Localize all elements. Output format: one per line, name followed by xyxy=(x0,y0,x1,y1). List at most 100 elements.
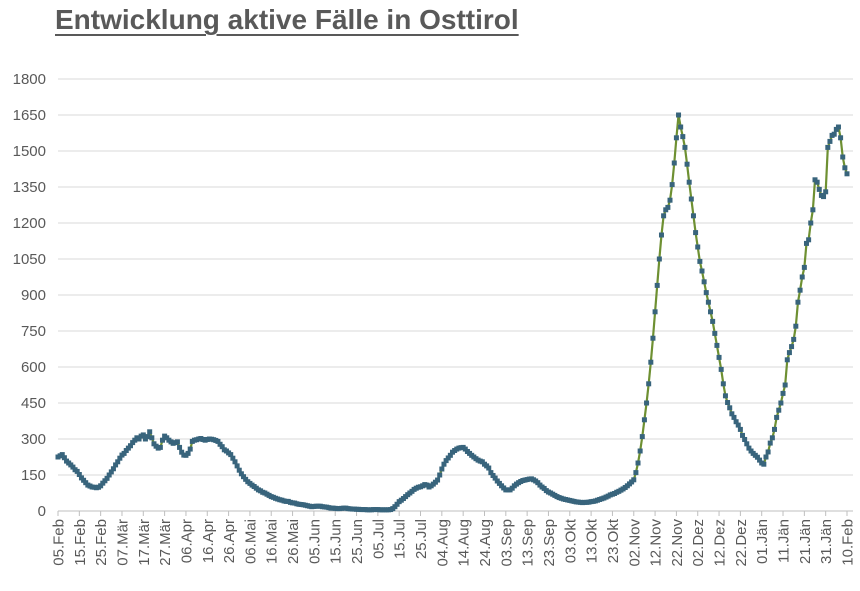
data-point-marker xyxy=(742,436,748,442)
data-point-marker xyxy=(733,419,739,425)
data-point-marker xyxy=(121,450,127,456)
data-point-marker xyxy=(778,400,784,406)
data-point-marker xyxy=(61,455,67,461)
data-point-marker xyxy=(816,186,822,192)
data-point-marker xyxy=(635,460,641,466)
data-point-marker xyxy=(705,299,711,305)
data-point-marker xyxy=(710,318,716,324)
data-point-marker xyxy=(654,282,660,288)
data-point-marker xyxy=(115,459,121,465)
data-point-marker xyxy=(445,455,451,461)
data-point-marker xyxy=(669,182,675,188)
data-point-marker xyxy=(782,382,788,388)
x-tick-label: 15.Jul xyxy=(392,519,409,559)
data-point-marker xyxy=(763,454,769,460)
data-point-marker xyxy=(641,417,647,423)
data-point-marker xyxy=(671,160,677,166)
data-point-marker xyxy=(185,450,191,456)
x-tick-label: 25.Feb xyxy=(93,519,110,566)
data-point-marker xyxy=(690,213,696,219)
x-tick-label: 01.Jän xyxy=(754,519,771,564)
data-point-marker xyxy=(835,124,841,130)
data-point-marker xyxy=(230,455,236,461)
y-tick-label: 1050 xyxy=(13,251,46,268)
data-point-marker xyxy=(228,452,234,458)
data-point-marker xyxy=(784,357,790,363)
data-point-marker xyxy=(652,309,658,315)
x-tick-label: 24.Aug xyxy=(477,519,494,567)
x-tick-label: 04.Aug xyxy=(434,519,451,567)
data-point-marker xyxy=(720,381,726,387)
data-point-marker xyxy=(823,189,829,195)
data-point-marker xyxy=(678,124,684,130)
x-tick-label: 15.Feb xyxy=(72,519,89,566)
data-point-marker xyxy=(688,196,694,202)
data-point-marker xyxy=(136,436,142,442)
data-point-marker xyxy=(232,459,238,465)
data-point-marker xyxy=(234,463,240,469)
data-point-marker xyxy=(757,457,763,463)
data-point-marker xyxy=(128,443,133,449)
data-point-marker xyxy=(842,165,848,171)
data-point-marker xyxy=(59,452,65,458)
data-point-marker xyxy=(174,439,180,445)
data-point-marker xyxy=(633,470,639,476)
data-point-marker xyxy=(439,466,445,472)
data-point-marker xyxy=(684,161,690,167)
data-point-marker xyxy=(644,400,650,406)
data-point-marker xyxy=(797,287,803,293)
data-point-marker xyxy=(761,461,767,467)
data-point-marker xyxy=(774,414,780,420)
data-point-marker xyxy=(631,477,637,483)
x-tick-label: 05.Jul xyxy=(370,519,387,559)
data-point-marker xyxy=(840,154,846,160)
data-point-marker xyxy=(667,197,673,203)
y-tick-label: 1200 xyxy=(13,215,46,232)
data-point-marker xyxy=(108,469,114,475)
data-point-marker xyxy=(791,336,797,342)
data-point-marker xyxy=(159,437,165,443)
data-point-marker xyxy=(789,344,795,350)
data-point-marker xyxy=(441,461,447,467)
x-tick-label: 25.Jul xyxy=(413,519,430,559)
data-point-marker xyxy=(179,449,185,455)
x-tick-label: 26.Apr xyxy=(221,519,238,563)
data-point-marker xyxy=(725,400,731,406)
x-tick-label: 23.Sep xyxy=(541,519,558,567)
data-point-marker xyxy=(716,354,722,360)
data-point-marker xyxy=(821,194,827,200)
y-tick-label: 300 xyxy=(21,431,46,448)
y-tick-label: 1650 xyxy=(13,107,46,124)
data-point-marker xyxy=(731,414,737,420)
data-point-marker xyxy=(140,432,146,438)
data-point-marker xyxy=(435,477,441,483)
data-point-marker xyxy=(746,445,752,451)
data-point-marker xyxy=(712,330,718,336)
data-point-marker xyxy=(106,472,112,478)
data-point-marker xyxy=(714,342,720,348)
data-point-marker xyxy=(810,207,816,213)
data-point-marker xyxy=(814,179,820,185)
data-point-marker xyxy=(686,179,692,185)
y-tick-label: 1350 xyxy=(13,179,46,196)
data-point-marker xyxy=(673,135,679,141)
x-tick-label: 17.Mär xyxy=(136,519,153,566)
y-tick-label: 750 xyxy=(21,323,46,340)
data-point-marker xyxy=(639,434,645,440)
data-point-marker xyxy=(838,135,844,141)
data-point-marker xyxy=(718,366,724,372)
data-point-marker xyxy=(729,411,735,417)
data-point-marker xyxy=(219,444,225,450)
y-tick-label: 900 xyxy=(21,287,46,304)
x-tick-label: 03.Okt xyxy=(562,518,579,563)
data-point-marker xyxy=(661,213,667,219)
data-point-marker xyxy=(737,426,743,432)
data-point-marker xyxy=(701,279,707,285)
data-point-marker xyxy=(665,204,671,210)
data-point-marker xyxy=(780,390,786,396)
data-point-marker xyxy=(808,220,814,226)
data-point-marker xyxy=(486,465,492,471)
x-tick-label: 02.Dez xyxy=(690,519,707,567)
